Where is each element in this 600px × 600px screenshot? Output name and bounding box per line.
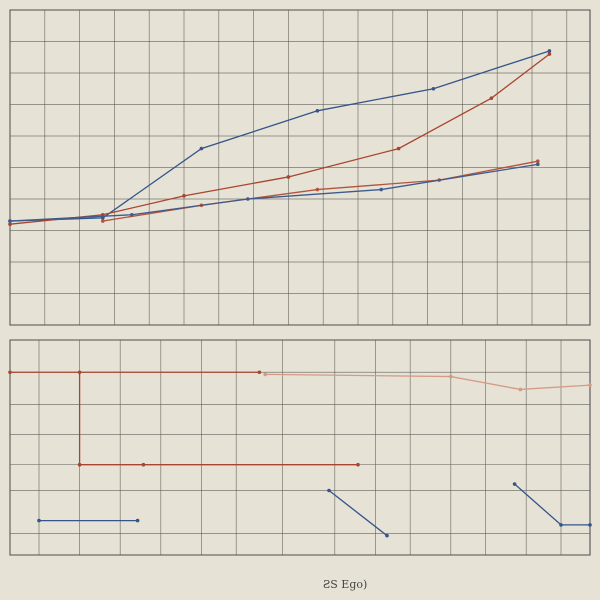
- point: [37, 518, 41, 523]
- point: [199, 146, 204, 151]
- series-line: [9, 163, 538, 222]
- point: [327, 488, 331, 493]
- point: [512, 482, 517, 486]
- point: [489, 96, 494, 100]
- point: [431, 86, 436, 91]
- point: [257, 370, 262, 375]
- point: [8, 222, 12, 226]
- series-line: [328, 489, 388, 537]
- point: [8, 370, 12, 375]
- point: [385, 533, 389, 538]
- point: [286, 175, 291, 179]
- series-line: [9, 50, 550, 222]
- point: [356, 462, 360, 467]
- point: [449, 374, 453, 379]
- point: [141, 462, 146, 467]
- series-line: [102, 160, 538, 222]
- point: [101, 219, 105, 223]
- point: [135, 518, 140, 523]
- point: [379, 187, 384, 192]
- series-line: [265, 373, 591, 391]
- point: [547, 49, 552, 53]
- point: [130, 212, 134, 217]
- point: [8, 219, 12, 223]
- point: [536, 162, 540, 167]
- point: [536, 159, 540, 163]
- point: [263, 372, 268, 377]
- point: [588, 523, 592, 527]
- point: [588, 383, 592, 387]
- point: [559, 523, 563, 527]
- point: [518, 387, 523, 392]
- point: [315, 109, 320, 113]
- point: [315, 187, 320, 192]
- point: [77, 370, 82, 375]
- x-axis-label: ƧS Eɡo): [323, 578, 368, 591]
- point: [396, 146, 401, 151]
- point: [77, 462, 82, 467]
- point: [547, 52, 552, 56]
- point: [182, 194, 186, 198]
- point: [101, 216, 105, 220]
- point: [246, 197, 250, 201]
- series-line: [78, 372, 358, 466]
